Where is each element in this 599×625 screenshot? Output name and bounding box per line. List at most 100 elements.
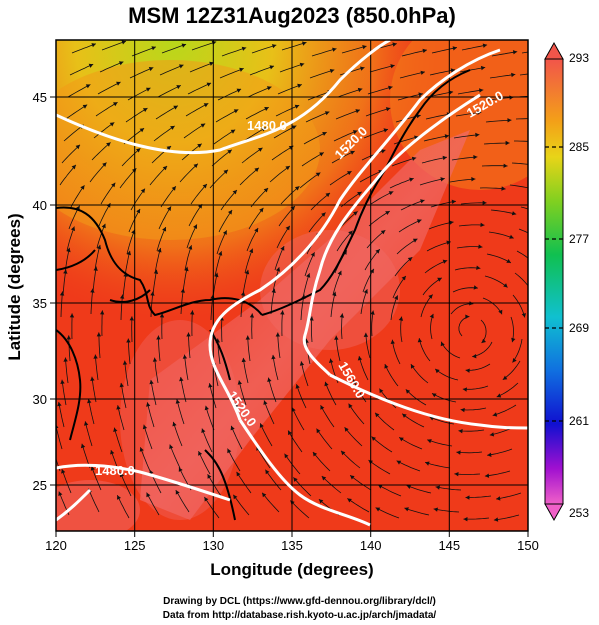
streamline [336, 230, 353, 252]
streamline [238, 380, 247, 406]
streamline [405, 389, 427, 406]
streamline-arrow [332, 47, 337, 52]
streamline-arrow [232, 190, 237, 195]
streamline-arrow [475, 132, 480, 138]
streamline [268, 377, 277, 403]
streamline-arrow [202, 184, 207, 189]
streamline [480, 319, 487, 344]
streamline-arrow [325, 192, 330, 198]
streamline [335, 109, 361, 120]
streamline [502, 360, 521, 381]
streamline-arrow [316, 428, 321, 434]
streamline [374, 412, 395, 431]
streamline [396, 238, 418, 255]
streamline [120, 294, 123, 321]
streamline [188, 332, 191, 359]
streamline-arrow [501, 186, 506, 191]
streamline-arrow [348, 230, 353, 236]
streamline [291, 407, 305, 431]
streamline [302, 273, 310, 299]
streamline-arrow [209, 61, 214, 66]
streamline-arrow [241, 357, 246, 363]
streamline [91, 466, 102, 491]
streamline-arrow [322, 132, 327, 136]
streamline [460, 407, 487, 411]
streamline-arrow [451, 199, 456, 204]
streamline-arrow [218, 251, 223, 256]
streamline-arrow [388, 191, 394, 196]
streamline [154, 247, 161, 274]
contour-1520-north [302, 93, 481, 377]
streamline-arrow [236, 88, 242, 93]
streamline [368, 210, 390, 227]
streamline [366, 229, 386, 249]
streamline-arrow [172, 421, 177, 427]
streamline-arrow [88, 63, 94, 68]
streamline-arrow [269, 65, 274, 70]
streamline [398, 219, 422, 233]
streamline [269, 165, 291, 183]
streamline [130, 188, 146, 211]
streamline-arrow [369, 268, 374, 274]
streamline [209, 383, 217, 409]
y-tick-label: 35 [33, 296, 47, 311]
streamline-arrow [227, 448, 232, 454]
streamline [482, 297, 503, 315]
streamline [98, 332, 101, 359]
y-tick-label: 30 [33, 392, 47, 407]
streamline [160, 185, 177, 208]
streamline [465, 363, 491, 371]
streamline-arrow [420, 199, 425, 204]
streamline-arrow [166, 146, 172, 151]
streamline-arrow [471, 177, 476, 182]
streamline-arrow [126, 338, 131, 343]
streamline-arrow [505, 140, 510, 146]
streamline-arrow [208, 383, 213, 388]
streamline [426, 241, 451, 252]
colorbar-label: 261 [569, 414, 589, 428]
streamline [270, 288, 275, 315]
streamline-arrow [237, 380, 242, 385]
streamline-arrow [109, 122, 115, 127]
streamline-arrow [337, 270, 342, 276]
streamline [65, 104, 88, 120]
streamline [198, 451, 211, 475]
streamline-arrow [214, 272, 219, 278]
streamline [251, 313, 253, 340]
streamline-arrow [113, 427, 118, 432]
streamline [518, 228, 528, 234]
streamline [189, 62, 214, 73]
streamline [461, 44, 488, 51]
streamline-arrow [60, 379, 65, 384]
streamline-arrow [375, 412, 380, 418]
streamline [182, 266, 188, 293]
streamline-arrow [489, 432, 495, 437]
streamline-arrow [404, 507, 409, 512]
streamline-arrow [193, 224, 197, 229]
streamline-arrow [71, 164, 76, 170]
streamline-arrow [357, 87, 363, 93]
streamline-arrow [480, 222, 485, 227]
streamline-arrow [512, 358, 517, 363]
streamline [218, 209, 233, 233]
streamline [308, 212, 326, 233]
streamline-arrow [275, 267, 281, 272]
colorbar-min-arrow [544, 503, 564, 522]
streamline-arrow [306, 273, 311, 278]
streamline [311, 48, 337, 57]
streamline [310, 192, 331, 211]
streamline-arrow [230, 425, 235, 431]
streamline-arrow [492, 412, 498, 417]
streamline [490, 209, 517, 215]
streamline-arrow [119, 382, 124, 388]
streamline [117, 405, 125, 431]
streamline-arrow [432, 393, 437, 398]
streamline [421, 156, 447, 164]
streamline [337, 88, 363, 98]
streamline-arrow [190, 310, 195, 315]
streamline [247, 86, 272, 98]
streamline-arrow [437, 277, 442, 282]
streamline-arrow [353, 211, 358, 216]
streamline-arrow [511, 211, 517, 216]
